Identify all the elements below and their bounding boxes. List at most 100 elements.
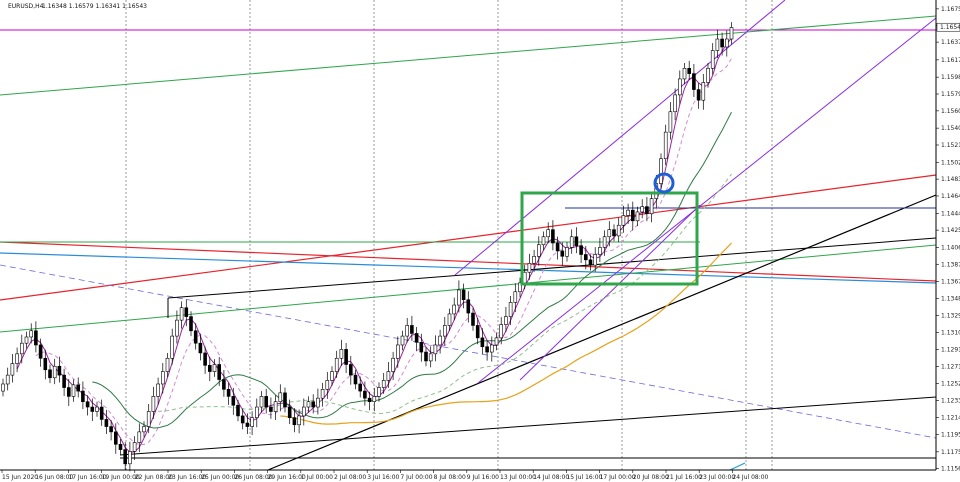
- price-tick-label: 1.15980: [941, 74, 960, 81]
- bull-candle: [52, 365, 57, 379]
- annotations: [520, 172, 746, 471]
- bear-candle: [283, 392, 287, 408]
- bull-candle: [710, 50, 715, 69]
- price-tick-label: 1.14255: [941, 227, 960, 234]
- bull-candle: [593, 254, 598, 266]
- bull-candle: [259, 396, 264, 408]
- bear-candle: [236, 404, 240, 417]
- ma-dashed-green: [158, 173, 732, 415]
- bull-candle: [546, 229, 551, 238]
- time-tick-label: 22 Jun 08:00: [135, 474, 173, 481]
- bull-candle: [673, 94, 677, 113]
- price-tick-label: 1.12910: [941, 346, 960, 353]
- time-tick-label: 2 Jul 08:00: [334, 474, 366, 481]
- bear-candle: [687, 67, 692, 74]
- bull-candle: [640, 206, 645, 213]
- price-tick-label: 1.13485: [941, 295, 960, 302]
- bull-candle: [142, 426, 146, 433]
- current-price-tag-bg: [936, 22, 960, 32]
- price-tick-label: 1.16750: [941, 6, 960, 13]
- bull-candle: [442, 325, 447, 337]
- bear-candle: [466, 299, 471, 314]
- price-tick-label: 1.13675: [941, 279, 960, 286]
- price-tick-label: 1.15405: [941, 125, 960, 132]
- price-tick-label: 1.16375: [941, 39, 960, 46]
- bull-candle: [518, 282, 522, 293]
- bull-candle: [128, 451, 132, 465]
- bear-candle: [612, 229, 616, 237]
- time-tick-label: 29 Jun 16:00: [268, 474, 306, 481]
- bull-candle: [400, 335, 405, 346]
- bear-candle: [264, 396, 269, 408]
- bear-candle: [583, 254, 588, 261]
- bull-candle: [330, 371, 334, 381]
- bull-candle: [212, 364, 217, 372]
- bear-candle: [203, 352, 207, 366]
- bull-candle: [339, 349, 344, 359]
- price-tick-label: 1.14830: [941, 176, 960, 183]
- time-tick-label: 7 Jul 00:00: [400, 474, 432, 481]
- bear-candle: [692, 73, 696, 90]
- price-tick-label: 1.13870: [941, 261, 960, 268]
- bull-candle: [316, 397, 320, 408]
- bull-candle: [663, 131, 668, 160]
- bull-candle: [255, 406, 259, 418]
- bull-candle: [504, 316, 508, 325]
- price-tick-label: 1.12525: [941, 381, 960, 388]
- bear-candle: [358, 383, 363, 392]
- bull-candle: [325, 380, 330, 390]
- bull-candle: [447, 313, 452, 326]
- bull-candle: [706, 67, 710, 83]
- bear-candle: [198, 342, 203, 354]
- bull-candle: [626, 209, 630, 216]
- candlesticks: [1, 22, 734, 472]
- bull-candle: [659, 158, 663, 184]
- time-tick-label: 15 Jul 16:00: [566, 474, 602, 481]
- bull-candle: [499, 324, 504, 339]
- black-trendline-lower: [119, 396, 937, 456]
- bear-candle: [287, 406, 292, 418]
- bull-candle: [320, 389, 325, 399]
- bull-candle: [297, 415, 301, 426]
- bull-candle: [146, 411, 151, 427]
- price-tick-label: 1.12140: [941, 415, 960, 422]
- bull-candle: [522, 271, 527, 284]
- price-tick-label: 1.14060: [941, 244, 960, 251]
- bear-candle: [85, 401, 90, 408]
- bear-candle: [588, 259, 593, 266]
- time-tick-label: 17 Jul 00:00: [600, 474, 636, 481]
- bear-candle: [76, 384, 80, 392]
- dashed-blue-trendline: [0, 264, 937, 439]
- price-tick-label: 1.12335: [941, 397, 960, 404]
- cyan-line-fragment: [729, 462, 746, 471]
- bear-candle: [90, 406, 95, 412]
- bull-candle: [15, 353, 19, 364]
- bull-candle: [729, 27, 734, 40]
- bull-candle: [1, 383, 5, 392]
- bull-candle: [494, 337, 499, 346]
- bear-candle: [424, 351, 428, 362]
- bull-candle: [273, 401, 278, 412]
- bull-candle: [565, 247, 569, 257]
- bear-candle: [555, 242, 560, 252]
- bull-candle: [598, 247, 602, 255]
- symbol-label: EURUSD,H4: [8, 3, 44, 10]
- bear-candle: [114, 431, 118, 445]
- bear-candle: [67, 387, 71, 397]
- bull-candle: [377, 387, 381, 397]
- bear-candle: [240, 415, 245, 424]
- bull-candle: [457, 289, 461, 306]
- bull-candle: [156, 383, 160, 397]
- bear-candle: [184, 307, 189, 317]
- price-tick-label: 1.11565: [941, 466, 960, 473]
- ma-dark-green: [92, 111, 732, 429]
- bull-candle: [682, 67, 687, 80]
- bull-candle: [489, 344, 494, 353]
- bear-candle: [461, 289, 466, 301]
- red-trendline-falling: [0, 241, 937, 282]
- bear-candle: [630, 209, 635, 222]
- bear-candle: [574, 236, 579, 246]
